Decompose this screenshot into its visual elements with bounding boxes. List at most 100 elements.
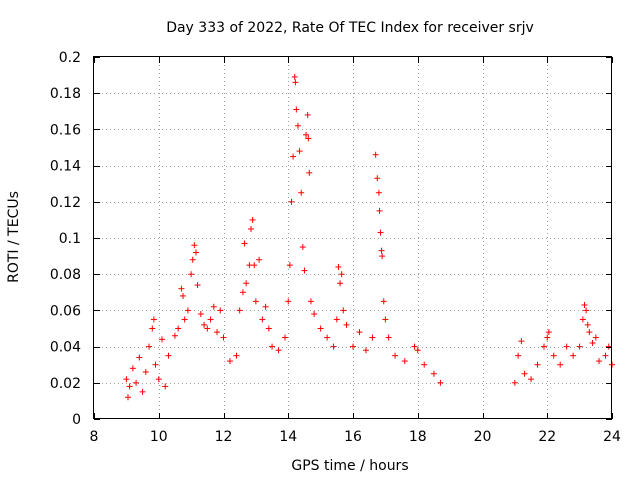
data-point (545, 329, 552, 336)
data-point (576, 343, 583, 350)
y-tick-label: 0 (72, 412, 81, 428)
data-point (139, 388, 146, 395)
data-point (301, 267, 308, 274)
data-point (226, 358, 233, 365)
data-point (298, 189, 305, 196)
grid-lines (94, 57, 612, 419)
data-point (330, 343, 337, 350)
data-point (579, 316, 586, 323)
data-point (201, 321, 208, 328)
data-point (605, 343, 612, 350)
data-point (290, 153, 297, 160)
data-point (158, 336, 165, 343)
data-point (534, 361, 541, 368)
x-tick-label: 8 (90, 429, 99, 445)
y-tick-label: 0.1 (59, 231, 81, 247)
data-point (126, 383, 133, 390)
data-point (586, 329, 593, 336)
data-point (236, 307, 243, 314)
data-point (241, 240, 248, 247)
x-tick-label: 20 (474, 429, 492, 445)
y-tick-label: 0.06 (50, 303, 81, 319)
data-point (214, 329, 221, 336)
data-point (233, 352, 240, 359)
data-point (382, 316, 389, 323)
data-point (303, 131, 310, 138)
data-point (146, 343, 153, 350)
data-point (194, 282, 201, 289)
data-point (372, 151, 379, 158)
data-point (544, 334, 551, 341)
data-point (294, 122, 301, 129)
data-point (155, 376, 162, 383)
data-point (430, 370, 437, 377)
data-point (333, 316, 340, 323)
data-point (375, 189, 382, 196)
data-point (293, 106, 300, 113)
data-point (180, 292, 187, 299)
data-point (592, 334, 599, 341)
data-point (596, 358, 603, 365)
data-point (528, 376, 535, 383)
data-point (317, 325, 324, 332)
data-point (376, 207, 383, 214)
data-point (385, 334, 392, 341)
axis-ticks (94, 57, 613, 420)
plot-frame (93, 56, 612, 419)
y-axis-label: ROTI / TECUs (6, 191, 22, 283)
data-point (337, 280, 344, 287)
y-tick-label: 0.18 (50, 86, 81, 102)
data-point (401, 358, 408, 365)
data-point (414, 347, 421, 354)
data-point (581, 301, 588, 308)
data-point (285, 298, 292, 305)
y-tick-label: 0.2 (59, 50, 81, 66)
data-point (583, 307, 590, 314)
data-point (421, 361, 428, 368)
data-point (511, 379, 518, 386)
data-point (181, 316, 188, 323)
y-tick-label: 0.04 (50, 340, 81, 356)
data-point (129, 365, 136, 372)
data-point (184, 307, 191, 314)
data-point (292, 79, 299, 86)
data-point (557, 361, 564, 368)
x-tick-label: 12 (215, 429, 233, 445)
y-tick-label: 0.12 (50, 195, 81, 211)
data-point (369, 334, 376, 341)
data-point (275, 347, 282, 354)
y-tick-label: 0.14 (50, 159, 81, 175)
y-tick-label: 0.08 (50, 267, 81, 283)
data-point (291, 73, 298, 80)
data-point (220, 334, 227, 341)
x-tick-label: 16 (344, 429, 362, 445)
data-point (541, 343, 548, 350)
data-point (304, 111, 311, 118)
data-point (378, 247, 385, 254)
x-tick-label: 14 (279, 429, 297, 445)
x-tick-label: 10 (150, 429, 168, 445)
data-point (392, 352, 399, 359)
x-tick-label: 18 (409, 429, 427, 445)
y-tick-label: 0.02 (50, 376, 81, 392)
data-point (570, 352, 577, 359)
data-point (589, 339, 596, 346)
data-point (343, 321, 350, 328)
data-point (249, 216, 256, 223)
data-point (252, 298, 259, 305)
y-tick-label: 0.16 (50, 122, 81, 138)
data-point (296, 148, 303, 155)
data-point (162, 383, 169, 390)
data-point (165, 352, 172, 359)
data-point (192, 249, 199, 256)
data-point (379, 253, 386, 260)
data-point (299, 244, 306, 251)
data-point (239, 289, 246, 296)
data-point (171, 332, 178, 339)
data-point (178, 285, 185, 292)
data-point (197, 311, 204, 318)
x-tick-label: 24 (603, 429, 621, 445)
data-point (411, 343, 418, 350)
data-point (335, 263, 342, 270)
